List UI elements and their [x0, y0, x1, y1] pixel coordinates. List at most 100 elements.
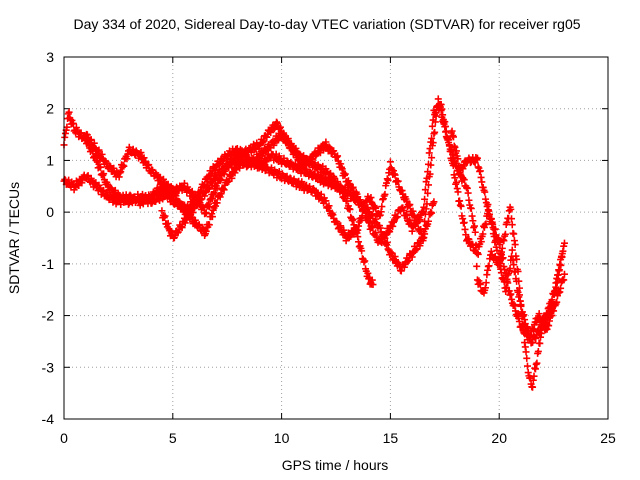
- data-point-track-c: [137, 149, 145, 157]
- x-tick-label: 0: [60, 430, 68, 446]
- data-point-track-a: [346, 205, 354, 213]
- data-point-track-c: [511, 241, 519, 249]
- data-point-track-c: [337, 222, 345, 230]
- data-point-track-a: [100, 170, 108, 178]
- data-point-track-b: [388, 249, 396, 257]
- data-point-track-d: [432, 109, 440, 117]
- data-point-track-b: [228, 174, 236, 182]
- data-point-track-c: [523, 362, 531, 370]
- data-point-track-d: [205, 185, 213, 193]
- data-point-track-d: [413, 219, 421, 227]
- data-point-track-c: [87, 136, 95, 144]
- data-point-track-e: [484, 201, 492, 209]
- data-point-track-c: [530, 372, 538, 380]
- data-point-track-d: [292, 147, 300, 155]
- y-tick-label: 1: [46, 152, 54, 168]
- data-point-track-e: [492, 237, 500, 245]
- data-point-track-c: [428, 154, 436, 162]
- data-point-track-c: [476, 280, 484, 288]
- data-point-track-c: [384, 176, 392, 184]
- data-point-track-e: [511, 267, 519, 275]
- data-point-track-c: [95, 146, 103, 154]
- x-tick-label: 25: [600, 430, 616, 446]
- data-point-track-d: [161, 212, 169, 220]
- data-point-track-e: [489, 220, 497, 228]
- data-point-track-d: [446, 147, 454, 155]
- data-point-track-c: [498, 244, 506, 252]
- data-point-track-d: [426, 145, 434, 153]
- data-point-track-c: [434, 95, 442, 103]
- data-point-track-e: [481, 188, 489, 196]
- data-point-track-e: [450, 133, 458, 141]
- x-tick-label: 20: [491, 430, 507, 446]
- y-tick-label: 2: [46, 101, 54, 117]
- data-point-track-e: [476, 167, 484, 175]
- data-point-track-d: [341, 170, 349, 178]
- data-point-track-c: [522, 348, 530, 356]
- data-point-track-e: [503, 277, 511, 285]
- data-point-track-c: [508, 221, 516, 229]
- data-point-track-e: [473, 154, 481, 162]
- data-point-track-d: [361, 206, 369, 214]
- data-point-track-c: [120, 162, 128, 170]
- data-point-track-d: [457, 202, 465, 210]
- data-point-track-c: [482, 279, 490, 287]
- data-point-track-a: [97, 163, 105, 171]
- chart-title: Day 334 of 2020, Sidereal Day-to-day VTE…: [73, 16, 580, 32]
- data-point-track-d: [158, 207, 166, 215]
- data-point-track-c: [386, 158, 394, 166]
- data-point-track-e: [516, 291, 524, 299]
- data-point-track-c: [536, 339, 544, 347]
- data-point-track-d: [186, 213, 194, 221]
- data-point-track-c: [508, 215, 516, 223]
- data-point-track-d: [369, 223, 377, 231]
- plot-frame: [63, 56, 609, 420]
- axis-ticks: 0 5 10 15 20 25 -4 -3 -2 -1 0 1 2 3: [42, 49, 616, 446]
- data-point-track-b: [205, 221, 213, 229]
- data-point-track-d: [421, 186, 429, 194]
- data-point-track-c: [510, 230, 518, 238]
- data-point-track-c: [534, 347, 542, 355]
- data-point-track-d: [460, 219, 468, 227]
- data-point-track-c: [419, 237, 427, 245]
- data-point-track-a: [205, 203, 213, 211]
- data-point-track-e: [554, 275, 562, 283]
- data-point-track-c: [467, 204, 475, 212]
- data-point-track-e: [486, 210, 494, 218]
- x-tick-label: 15: [383, 430, 399, 446]
- data-point-track-c: [145, 161, 153, 169]
- data-point-track-c: [420, 228, 428, 236]
- data-point-track-c: [464, 189, 472, 197]
- data-point-track-c: [473, 262, 481, 270]
- data-point-track-d: [479, 230, 487, 238]
- data-point-track-d: [423, 174, 431, 182]
- data-point-track-d: [462, 231, 470, 239]
- data-point-track-e: [553, 285, 561, 293]
- data-point-track-d: [560, 239, 568, 247]
- data-point-track-d: [491, 225, 499, 233]
- data-point-track-c: [391, 171, 399, 179]
- grid: [64, 57, 608, 419]
- data-point-track-c: [424, 189, 432, 197]
- y-axis-label: SDTVAR / TECUs: [6, 182, 22, 294]
- data-point-track-c: [381, 190, 389, 198]
- data-points: [60, 95, 568, 391]
- data-point-track-e: [454, 155, 462, 163]
- data-point-track-d: [178, 224, 186, 232]
- data-point-track-d: [393, 213, 401, 221]
- data-point-track-c: [469, 217, 477, 225]
- x-tick-label: 10: [274, 430, 290, 446]
- data-point-track-e: [549, 300, 557, 308]
- data-point-track-b: [428, 209, 436, 217]
- data-point-track-d: [338, 165, 346, 173]
- data-point-track-c: [560, 270, 568, 278]
- data-point-track-c: [421, 217, 429, 225]
- data-point-track-a: [188, 187, 196, 195]
- data-point-track-c: [317, 190, 325, 198]
- data-point-track-c: [533, 359, 541, 367]
- data-point-track-c: [470, 222, 478, 230]
- data-point-track-c: [485, 262, 493, 270]
- x-tick-label: 5: [169, 430, 177, 446]
- y-tick-label: 0: [46, 204, 54, 220]
